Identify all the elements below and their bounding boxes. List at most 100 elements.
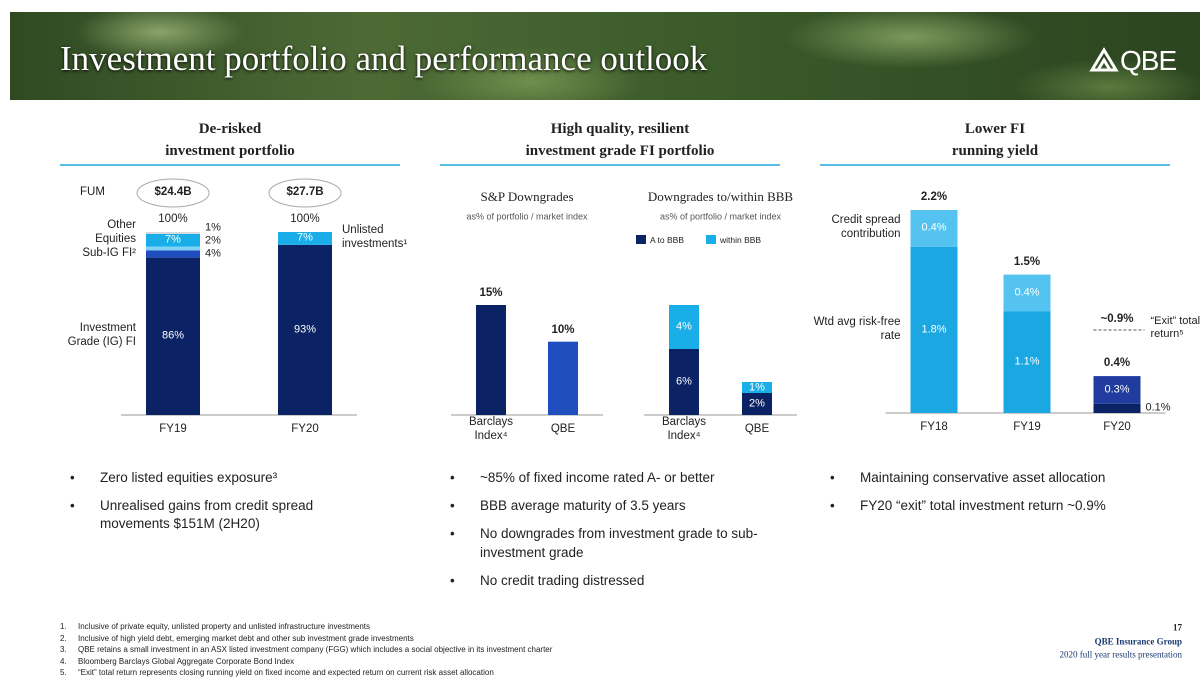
value-label: 4% (205, 247, 221, 260)
bar-segment (1003, 274, 1051, 312)
bar-segment (1003, 311, 1051, 413)
value-label: 1% (749, 380, 765, 393)
bullet: Zero listed equities exposure³ (62, 469, 372, 487)
value-label: 86% (161, 329, 185, 342)
fum-label: FUM (80, 186, 105, 199)
value-label: 10% (551, 323, 575, 336)
category-label: Barclays Index⁴ (661, 416, 707, 442)
footnote-text: Bloomberg Barclays Global Aggregate Corp… (78, 656, 295, 666)
legend-label: A to BBB (650, 234, 685, 245)
chart-subtitle: as% of portfolio / market index (659, 211, 782, 222)
footnote-text: Inclusive of private equity, unlisted pr… (78, 622, 370, 632)
bullet: No downgrades from investment grade to s… (442, 525, 772, 561)
value-label: 93% (293, 323, 317, 336)
value-label: 4% (676, 320, 692, 333)
total-label: 0.4% (1103, 357, 1131, 370)
value-label: 7% (297, 231, 313, 244)
category-label: FY18 (920, 421, 948, 434)
series-label: Investment Grade (IG) FI (67, 322, 136, 349)
bullet: No credit trading distressed (442, 572, 772, 590)
section-heading: Lower FI (964, 121, 1026, 137)
bar-segment (742, 382, 772, 393)
value-label: 6% (676, 375, 692, 388)
category-label: FY20 (291, 423, 319, 436)
header-banner (10, 12, 1200, 100)
total-label: 100% (290, 213, 320, 226)
bullet: Maintaining conservative asset allocatio… (822, 469, 1132, 487)
footnote-text: “Exit” total return represents closing r… (78, 668, 494, 678)
value-label: 2% (205, 234, 221, 247)
value-label: 2% (749, 397, 765, 410)
chart-subtitle: as% of portfolio / market index (466, 211, 588, 222)
bar-segment (910, 246, 958, 413)
bar-segment (146, 233, 200, 247)
bar-segment (146, 257, 200, 415)
footer-presentation: 2020 full year results presentation (1059, 649, 1182, 660)
logo-icon (1089, 47, 1119, 72)
bar (548, 341, 578, 415)
bar-segment (146, 246, 200, 251)
bullet: FY20 “exit” total investment return ~0.9… (822, 497, 1132, 515)
value-label: 0.3% (1104, 383, 1130, 396)
bar-segment (742, 393, 772, 415)
category-label: QBE (744, 423, 770, 436)
total-label: 2.2% (920, 191, 948, 204)
chart-title: Downgrades to/within BBB (647, 189, 794, 205)
annotation-text: “Exit” total return⁵ (1150, 314, 1200, 340)
value-label: 1.8% (921, 323, 947, 336)
bar-segment (278, 232, 332, 245)
section-heading: De-risked (198, 121, 262, 137)
bullet: BBB average maturity of 3.5 years (442, 497, 772, 515)
section-heading: investment grade FI portfolio (525, 143, 715, 159)
value-label: 1% (205, 221, 221, 234)
legend-label: within BBB (720, 234, 762, 245)
category-label: FY19 (1013, 421, 1041, 434)
category-label: FY19 (159, 423, 187, 436)
series-label: Credit spread contribution (831, 214, 901, 241)
footnote-text: Inclusive of high yield debt, emerging m… (78, 633, 414, 643)
footnote-number: 3. (60, 645, 67, 655)
value-label: 0.1% (1145, 401, 1171, 414)
value-label: 7% (165, 233, 181, 246)
bar-segment (278, 244, 332, 415)
footnote-number: 4. (60, 656, 67, 666)
value-label: 1.1% (1014, 355, 1040, 368)
category-label: QBE (550, 423, 576, 436)
footer-company: QBE Insurance Group (1094, 636, 1182, 647)
series-label: Wtd avg risk-free rate (813, 316, 901, 342)
bar-segment (1093, 376, 1141, 404)
category-label: Barclays Index⁴ (468, 416, 514, 442)
section-heading: investment portfolio (165, 143, 295, 159)
series-label: Unlisted investments¹ (342, 224, 408, 251)
bar-segment (669, 349, 699, 415)
bar-segment (146, 232, 200, 234)
series-label: Other (107, 219, 136, 232)
value-label: 15% (479, 287, 503, 300)
page-number: 17 (1173, 622, 1182, 633)
legend-swatch (706, 235, 716, 244)
bar-segment (146, 250, 200, 258)
category-label: FY20 (1103, 421, 1131, 434)
bullet-list: ~85% of fixed income rated A- or better B… (442, 469, 772, 600)
chart-title: S&P Downgrades (480, 189, 574, 205)
series-label: Equities (95, 233, 136, 246)
bullet-list: Zero listed equities exposure³ Unrealised… (62, 469, 372, 544)
logo: QBE (1120, 45, 1177, 76)
bar-segment (1093, 403, 1141, 413)
total-label: 100% (158, 213, 188, 226)
bullet: Unrealised gains from credit spread move… (62, 497, 372, 533)
footnote-number: 2. (60, 633, 67, 643)
footnote-number: 5. (60, 668, 67, 678)
fum-oval (268, 178, 342, 208)
value-label: 0.4% (921, 221, 947, 234)
fum-value: $27.7B (286, 186, 324, 199)
slide-title: Investment portfolio and performance out… (60, 39, 708, 78)
bar-segment (669, 305, 699, 349)
bullet: ~85% of fixed income rated A- or better (442, 469, 772, 487)
bar-segment (910, 210, 958, 247)
total-label: 1.5% (1013, 255, 1041, 268)
section-heading: High quality, resilient (550, 121, 690, 137)
series-label: Sub-IG FI² (82, 247, 136, 260)
